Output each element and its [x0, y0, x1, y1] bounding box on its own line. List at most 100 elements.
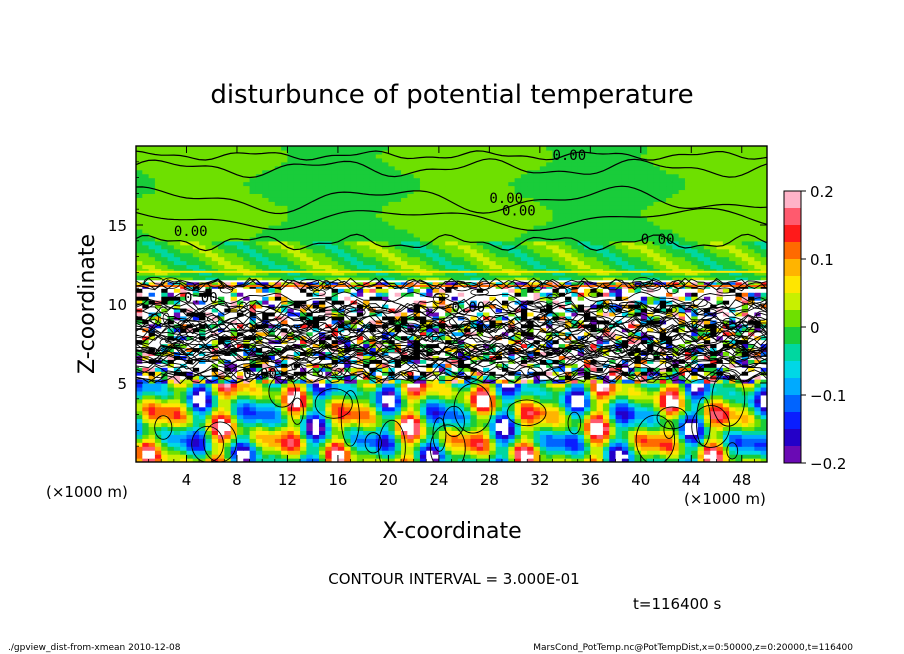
- heatmap-cell: [407, 434, 415, 439]
- heatmap-cell: [167, 300, 175, 305]
- heatmap-cell: [508, 296, 516, 301]
- heatmap-cell: [249, 351, 257, 356]
- heatmap-cell: [628, 276, 636, 281]
- heatmap-cell: [407, 402, 415, 408]
- heatmap-cell: [703, 438, 711, 443]
- heatmap-cell: [281, 386, 289, 392]
- heatmap-cell: [672, 363, 680, 368]
- heatmap-cell: [218, 319, 225, 325]
- heatmap-cell: [640, 268, 648, 273]
- heatmap-cell: [337, 446, 345, 451]
- heatmap-cell: [369, 363, 377, 368]
- heatmap-cell: [154, 394, 162, 400]
- heatmap-cell: [514, 315, 522, 321]
- heatmap-cell: [432, 347, 440, 352]
- heatmap-cell: [716, 434, 724, 439]
- heatmap-cell: [300, 268, 307, 273]
- heatmap-cell: [318, 426, 326, 431]
- heatmap-cell: [268, 300, 276, 305]
- heatmap-cell: [615, 276, 623, 281]
- heatmap-cell: [350, 379, 358, 384]
- heatmap-cell: [318, 383, 326, 388]
- heatmap-cell: [199, 311, 207, 317]
- heatmap-cell: [647, 292, 655, 297]
- heatmap-cell: [729, 331, 737, 337]
- heatmap-cell: [369, 418, 377, 424]
- heatmap-cell: [628, 323, 636, 329]
- heatmap-cell: [476, 406, 484, 412]
- heatmap-cell: [205, 300, 213, 305]
- heatmap-cell: [546, 367, 554, 372]
- heatmap-cell: [236, 422, 244, 428]
- heatmap-cell: [394, 414, 402, 420]
- heatmap-cell: [426, 438, 434, 443]
- heatmap-cell: [199, 430, 207, 435]
- heatmap-cell: [647, 434, 655, 439]
- heatmap-cell: [388, 276, 396, 281]
- heatmap-cell: [401, 450, 408, 455]
- heatmap-cell: [255, 386, 263, 392]
- heatmap-cell: [666, 300, 673, 305]
- heatmap-cell: [596, 268, 604, 273]
- heatmap-cell: [501, 339, 509, 345]
- heatmap-cell: [565, 414, 572, 420]
- heatmap-cell: [741, 327, 749, 333]
- heatmap-cell: [148, 363, 156, 368]
- heatmap-cell: [546, 446, 554, 451]
- heatmap-cell: [489, 426, 497, 431]
- heatmap-cell: [148, 398, 156, 404]
- heatmap-cell: [634, 383, 642, 388]
- heatmap-cell: [602, 367, 610, 372]
- heatmap-cell: [401, 323, 408, 329]
- heatmap-cell: [287, 430, 295, 435]
- heatmap-cell: [419, 402, 427, 408]
- heatmap-cell: [382, 280, 389, 285]
- heatmap-cell: [539, 406, 547, 412]
- heatmap-cell: [653, 398, 661, 404]
- heatmap-cell: [760, 371, 767, 376]
- heatmap-cell: [533, 363, 541, 368]
- heatmap-cell: [274, 288, 282, 293]
- heatmap-cell: [754, 442, 762, 447]
- heatmap-cell: [218, 300, 225, 305]
- heatmap-cell: [192, 371, 200, 376]
- heatmap-cell: [590, 379, 598, 384]
- heatmap-cell: [180, 276, 188, 281]
- heatmap-cell: [489, 296, 497, 301]
- heatmap-cell: [199, 458, 207, 462]
- heatmap-cell: [401, 410, 408, 416]
- heatmap-cell: [659, 438, 667, 443]
- heatmap-cell: [653, 379, 661, 384]
- heatmap-cell: [609, 446, 617, 451]
- heatmap-cell: [382, 307, 389, 313]
- heatmap-cell: [224, 434, 232, 439]
- heatmap-cell: [344, 402, 352, 408]
- heatmap-cell: [230, 323, 238, 329]
- heatmap-cell: [293, 319, 301, 325]
- heatmap-cell: [596, 355, 604, 360]
- heatmap-cell: [388, 394, 396, 400]
- heatmap-cell: [230, 458, 238, 462]
- heatmap-cell: [268, 367, 276, 372]
- heatmap-cell: [312, 292, 320, 297]
- heatmap-cell: [596, 323, 604, 329]
- heatmap-cell: [199, 315, 207, 321]
- heatmap-cell: [615, 450, 623, 455]
- heatmap-cell: [401, 398, 408, 404]
- heatmap-cell: [672, 327, 680, 333]
- heatmap-cell: [584, 422, 591, 428]
- heatmap-cell: [565, 454, 572, 459]
- heatmap-cell: [274, 394, 282, 400]
- heatmap-cell: [281, 454, 289, 459]
- heatmap-cell: [760, 434, 767, 439]
- heatmap-cell: [520, 379, 528, 384]
- heatmap-cell: [754, 359, 762, 364]
- heatmap-cell: [337, 307, 345, 313]
- heatmap-cell: [748, 363, 755, 368]
- heatmap-cell: [382, 402, 389, 408]
- heatmap-cell: [483, 406, 490, 412]
- heatmap-cell: [382, 359, 389, 364]
- heatmap-cell: [312, 442, 320, 447]
- heatmap-cell: [401, 442, 408, 447]
- heatmap-cell: [590, 307, 598, 313]
